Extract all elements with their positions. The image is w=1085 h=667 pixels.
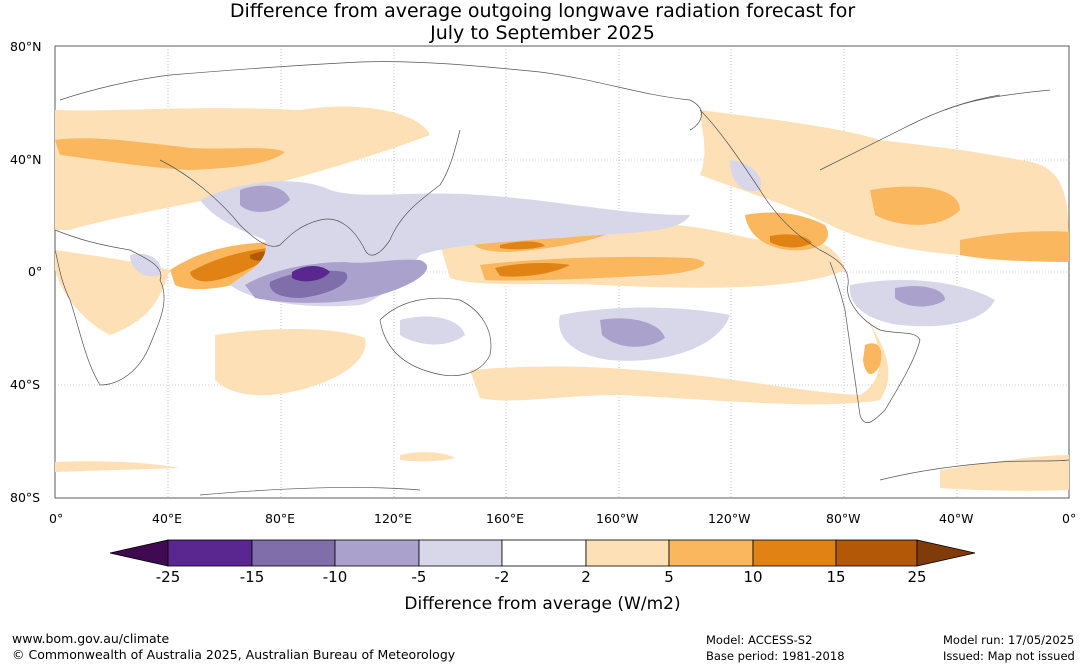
- colorbar-tick: 10: [743, 568, 763, 586]
- lon-label-120e: 120°E: [374, 511, 413, 526]
- lat-label-40s: 40°S: [10, 377, 41, 392]
- model-run: Model run: 17/05/2025: [943, 633, 1075, 647]
- colorbar-tick: 5: [664, 568, 674, 586]
- colorbar: [109, 539, 976, 567]
- title-line-1: Difference from average outgoing longwav…: [229, 0, 856, 22]
- negative-anomaly-fill: [130, 160, 995, 361]
- copyright-text: © Commonwealth of Australia 2025, Austra…: [12, 647, 456, 662]
- lat-label-0: 0°: [28, 264, 43, 279]
- lon-label-0: 0°: [49, 511, 64, 526]
- colorbar-tick: -5: [411, 568, 427, 586]
- footer-left: www.bom.gov.au/climate © Commonwealth of…: [12, 631, 455, 663]
- lon-label-40e: 40°E: [152, 511, 183, 526]
- colorbar-tick: -15: [239, 568, 265, 586]
- map-title: Difference from average outgoing longwav…: [0, 0, 1085, 44]
- colorbar-tick: 15: [826, 568, 846, 586]
- footer-run: Model run: 17/05/2025 Issued: Map not is…: [943, 632, 1075, 664]
- website-link[interactable]: www.bom.gov.au/climate: [12, 631, 170, 646]
- lon-label-120w: 120°W: [708, 511, 751, 526]
- lon-label-0-right: 0°: [1062, 511, 1077, 526]
- lon-label-160w: 160°W: [596, 511, 639, 526]
- coastlines: [54, 61, 1070, 496]
- colorbar-tick: 25: [907, 568, 927, 586]
- lon-label-40w: 40°W: [939, 511, 974, 526]
- colorbar-tick: -10: [322, 568, 348, 586]
- title-line-2: July to September 2025: [430, 22, 655, 44]
- lat-label-40n: 40°N: [10, 152, 42, 167]
- lon-label-80e: 80°E: [265, 511, 296, 526]
- lat-label-80s: 80°S: [10, 490, 41, 505]
- colorbar-title: Difference from average (W/m2): [404, 594, 681, 614]
- model-name: Model: ACCESS-S2: [706, 633, 813, 647]
- footer-model: Model: ACCESS-S2 Base period: 1981-2018: [706, 632, 845, 664]
- lon-label-80w: 80°W: [826, 511, 861, 526]
- colorbar-tick: -2: [494, 568, 510, 586]
- base-period: Base period: 1981-2018: [706, 649, 845, 663]
- positive-anomaly-fill: [55, 106, 1069, 491]
- lat-label-80n: 80°N: [10, 39, 42, 54]
- lon-label-160e: 160°E: [486, 511, 525, 526]
- colorbar-tick: -25: [155, 568, 181, 586]
- issued-status: Issued: Map not issued: [943, 649, 1075, 663]
- colorbar-tick: 2: [581, 568, 591, 586]
